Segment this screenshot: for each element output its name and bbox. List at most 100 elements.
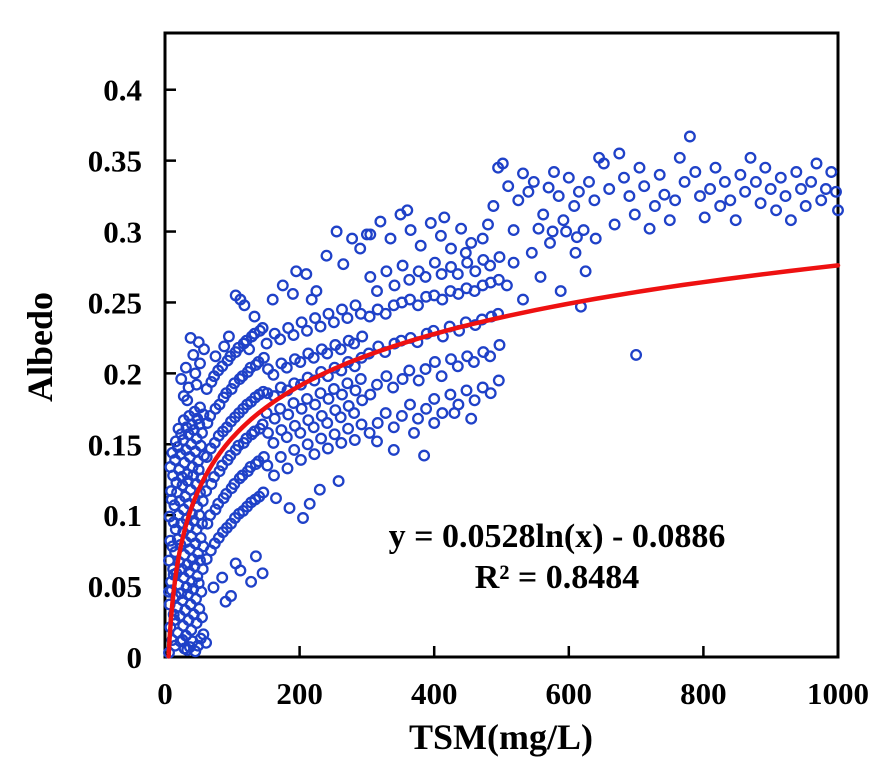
data-point — [192, 336, 205, 349]
data-point — [229, 557, 242, 570]
data-point — [438, 211, 451, 224]
data-point — [428, 256, 441, 269]
data-point — [825, 166, 838, 178]
data-point — [597, 157, 610, 170]
data-point — [201, 417, 214, 429]
data-point — [467, 356, 480, 368]
data-point — [461, 350, 474, 363]
data-point — [517, 293, 529, 306]
data-point — [412, 412, 424, 425]
trendline-equation: y = 0.0528ln(x) - 0.0886 — [388, 518, 726, 555]
data-point — [307, 351, 320, 364]
data-point — [248, 310, 261, 323]
data-point — [297, 512, 309, 524]
data-point — [328, 428, 341, 441]
data-point — [496, 157, 509, 170]
data-point — [465, 236, 478, 249]
data-point — [384, 232, 397, 245]
data-point — [468, 285, 481, 298]
data-point — [348, 337, 361, 350]
data-point — [207, 581, 220, 594]
data-point — [493, 251, 506, 264]
data-point — [653, 168, 666, 181]
data-point — [181, 394, 194, 407]
data-point — [209, 350, 222, 363]
data-point — [502, 180, 515, 193]
data-point — [341, 312, 354, 325]
data-point — [270, 492, 282, 505]
data-point — [507, 224, 520, 237]
x-tick-label: 600 — [546, 676, 593, 711]
data-point — [257, 486, 270, 499]
data-point — [434, 229, 447, 242]
y-tick-label: 0.3 — [103, 215, 142, 250]
x-tick-label: 400 — [411, 676, 458, 711]
data-point — [436, 407, 449, 420]
data-point — [517, 167, 529, 180]
data-point — [261, 459, 274, 472]
data-point — [334, 411, 347, 424]
data-point — [484, 350, 497, 363]
data-point — [460, 384, 473, 397]
data-point — [560, 225, 573, 238]
y-tick-label: 0.1 — [103, 498, 142, 533]
data-point — [658, 188, 671, 201]
data-point — [754, 197, 767, 210]
data-point — [183, 641, 196, 654]
data-point — [172, 422, 185, 435]
data-point — [583, 175, 595, 188]
data-point — [643, 222, 656, 235]
data-point — [196, 517, 208, 530]
data-point — [294, 426, 307, 439]
data-point — [274, 333, 287, 346]
data-point — [253, 324, 266, 337]
data-point — [310, 285, 323, 298]
data-point — [579, 265, 592, 278]
data-point — [268, 469, 280, 482]
data-point — [484, 387, 497, 400]
data-point — [249, 458, 262, 471]
data-point — [364, 270, 377, 283]
data-point — [633, 161, 646, 174]
data-point — [233, 373, 246, 385]
data-point — [301, 324, 313, 337]
data-point — [544, 236, 556, 249]
data-point — [218, 340, 231, 353]
data-point — [403, 273, 416, 286]
data-point — [282, 408, 295, 421]
data-point — [512, 194, 525, 207]
data-point — [294, 453, 307, 466]
y-tick-label: 0.25 — [88, 285, 142, 320]
y-tick-label: 0.15 — [88, 427, 142, 462]
data-point — [552, 190, 565, 203]
x-tick-label: 0 — [157, 676, 173, 711]
data-point — [205, 375, 218, 388]
data-point — [374, 215, 387, 228]
data-point — [322, 392, 335, 405]
data-point — [274, 402, 287, 415]
y-tick-label: 0 — [127, 640, 143, 675]
data-point — [195, 585, 208, 598]
data-point — [301, 392, 313, 405]
data-point — [709, 161, 722, 174]
data-point — [698, 211, 711, 224]
data-point — [435, 370, 448, 383]
data-point — [249, 358, 262, 371]
data-point — [179, 361, 192, 374]
data-point — [287, 397, 300, 410]
data-point — [245, 330, 258, 343]
data-point — [205, 478, 218, 490]
data-point — [461, 256, 474, 269]
data-point — [832, 204, 844, 217]
data-point — [233, 472, 246, 485]
data-point — [334, 343, 347, 356]
data-point — [482, 218, 494, 231]
data-point — [348, 434, 361, 446]
data-point — [261, 387, 274, 400]
data-point — [219, 595, 232, 608]
data-point — [229, 289, 242, 302]
data-point — [189, 367, 202, 380]
data-point — [724, 194, 737, 207]
data-point — [435, 268, 448, 281]
